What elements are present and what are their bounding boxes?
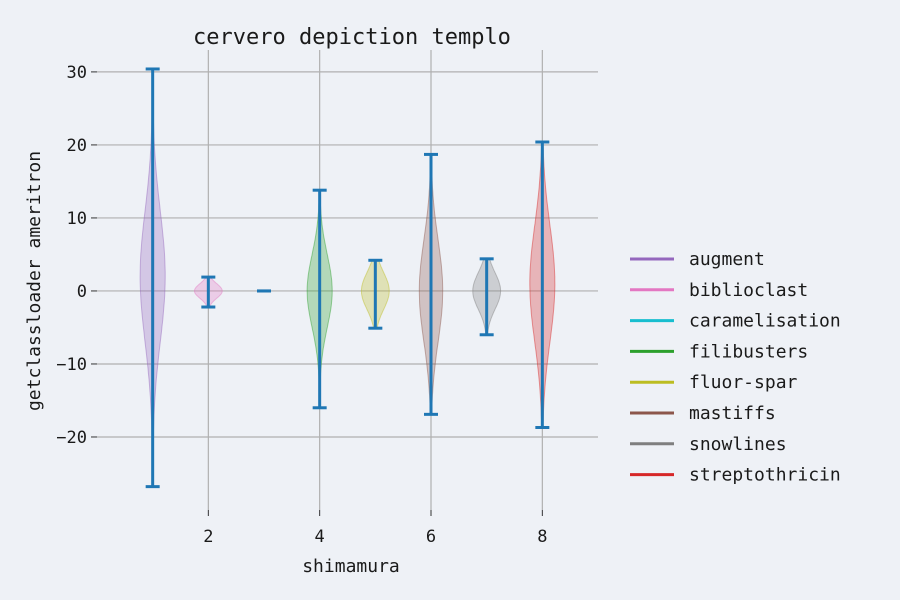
legend-label: streptothricin: [689, 465, 841, 486]
violin-fluor-spar: [360, 258, 390, 330]
violin-snowlines: [472, 257, 502, 337]
violin-series: [139, 67, 556, 489]
legend-label: augment: [689, 249, 765, 270]
y-tick-label: 20: [67, 136, 87, 156]
violin-filibusters: [306, 188, 333, 410]
violin-mastiffs: [418, 152, 444, 416]
legend-item: mastiffs: [630, 403, 776, 424]
y-tick-label: 10: [67, 209, 87, 229]
legend-label: filibusters: [689, 341, 808, 362]
legend-item: streptothricin: [630, 465, 841, 486]
legend-item: biblioclast: [630, 280, 808, 301]
legend-label: caramelisation: [689, 311, 841, 332]
x-tick-label: 2: [203, 527, 213, 547]
legend-label: snowlines: [689, 434, 787, 455]
grid-lines: [97, 50, 598, 510]
violin-streptothricin: [529, 140, 556, 429]
legend-item: caramelisation: [630, 311, 841, 332]
violin-augment: [139, 67, 166, 489]
x-tick-label: 6: [426, 527, 436, 547]
y-tick-label: 0: [77, 282, 87, 302]
y-tick-label: −20: [56, 428, 87, 448]
legend-item: augment: [630, 249, 765, 270]
legend-item: snowlines: [630, 434, 787, 455]
legend-item: fluor-spar: [630, 372, 798, 393]
legend-item: filibusters: [630, 341, 808, 362]
x-axis-label: shimamura: [302, 556, 400, 577]
legend: augment biblioclast caramelisation filibust…: [630, 249, 841, 486]
x-tick-label: 4: [315, 527, 325, 547]
legend-label: mastiffs: [689, 403, 776, 424]
violin-biblioclast: [193, 275, 223, 309]
legend-label: biblioclast: [689, 280, 808, 301]
chart-title: cervero depiction templo: [193, 25, 511, 50]
y-tick-label: 30: [67, 63, 87, 83]
x-axis-ticks: 2 4 6 8: [203, 510, 547, 547]
legend-label: fluor-spar: [689, 372, 798, 393]
y-axis-ticks: −20 −10 0 10 20 30: [56, 63, 97, 448]
y-axis-label: getclassloader ameritron: [24, 151, 45, 411]
y-tick-label: −10: [56, 355, 87, 375]
x-tick-label: 8: [537, 527, 547, 547]
